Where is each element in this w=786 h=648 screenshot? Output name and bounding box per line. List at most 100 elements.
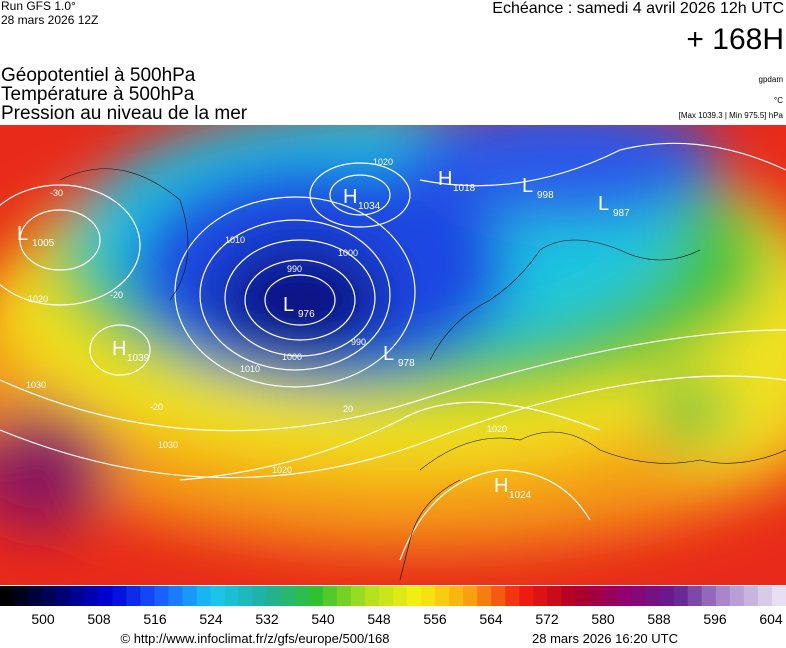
colorbar-swatch bbox=[140, 586, 155, 606]
center-value: 1024 bbox=[509, 490, 532, 501]
contour-label: 1020 bbox=[28, 294, 48, 304]
center-letter: L bbox=[598, 193, 609, 215]
run-date: 28 mars 2026 12Z bbox=[1, 13, 98, 27]
colorbar-swatch bbox=[589, 586, 605, 606]
colorbar-swatch bbox=[449, 586, 464, 606]
colorbar-swatch bbox=[519, 586, 534, 606]
colorbar-label: 572 bbox=[535, 611, 559, 627]
footer-date: 28 mars 2026 16:20 UTC bbox=[532, 631, 678, 646]
colorbar-swatch bbox=[533, 586, 548, 606]
center-value: 1039 bbox=[127, 353, 150, 364]
colorbar-swatch bbox=[350, 586, 366, 606]
colorbar-swatch bbox=[743, 586, 759, 606]
contour-label: 1000 bbox=[282, 352, 302, 362]
colorbar-swatch bbox=[631, 586, 647, 606]
colorbar-swatch bbox=[645, 586, 661, 606]
run-label: Run GFS 1.0° bbox=[1, 0, 76, 13]
map-field bbox=[0, 125, 786, 585]
colorbar-label: 524 bbox=[199, 611, 223, 627]
contour-label: 1030 bbox=[158, 440, 178, 450]
center-letter: H bbox=[343, 186, 357, 208]
colorbar-swatch bbox=[224, 586, 240, 606]
colorbar-swatch bbox=[308, 586, 324, 606]
isobars bbox=[0, 142, 786, 561]
contour-label: 1010 bbox=[240, 364, 260, 374]
colorbar-swatch bbox=[294, 586, 310, 606]
colorbar-swatch bbox=[393, 586, 408, 606]
colorbar-swatch bbox=[463, 586, 478, 606]
unit-temp: °C bbox=[774, 96, 783, 105]
colorbar-swatch bbox=[477, 586, 492, 606]
colorbar-label: 508 bbox=[87, 611, 111, 627]
colorbar-label: 500 bbox=[31, 611, 55, 627]
colorbar-label: 540 bbox=[311, 611, 335, 627]
contour-label: -20 bbox=[150, 402, 163, 412]
colorbar-swatch bbox=[729, 586, 745, 606]
colorbar-swatch bbox=[575, 586, 590, 606]
extremes: [Max 1039.3 | Min 975.5] hPa bbox=[679, 111, 784, 120]
legend-line: Pression au niveau de la mer bbox=[1, 103, 248, 124]
colorbar-swatch bbox=[84, 586, 99, 606]
colorbar-swatch bbox=[322, 586, 338, 606]
colorbar-swatch bbox=[252, 586, 268, 606]
center-letter: L bbox=[522, 175, 533, 197]
center-value: 987 bbox=[613, 208, 630, 219]
colorbar-label: 532 bbox=[255, 611, 279, 627]
contour-label: 20 bbox=[343, 404, 353, 414]
lead-time: + 168H bbox=[686, 23, 784, 56]
contour-label: 1030 bbox=[26, 380, 46, 390]
legend-line: Température à 500hPa bbox=[1, 84, 195, 105]
colorbar-swatch bbox=[505, 586, 520, 606]
contour-label: -30 bbox=[50, 188, 63, 198]
footer-url: © http://www.infoclimat.fr/z/gfs/europe/… bbox=[121, 631, 390, 646]
colorbar-swatch bbox=[182, 586, 197, 606]
colorbar-label: 564 bbox=[479, 611, 503, 627]
colorbar-swatch bbox=[14, 586, 29, 606]
colorbar-swatch bbox=[168, 586, 183, 606]
colorbar-swatch bbox=[701, 586, 717, 606]
contour-label: 1020 bbox=[487, 424, 507, 434]
colorbar-swatch bbox=[42, 586, 57, 606]
contour-label: 1020 bbox=[373, 157, 393, 167]
colorbar-swatch bbox=[196, 586, 212, 606]
colorbar-swatch bbox=[56, 586, 71, 606]
colorbar-label: 588 bbox=[647, 611, 671, 627]
center-letter: L bbox=[283, 294, 294, 316]
colorbar-swatch bbox=[421, 586, 436, 606]
colorbar-label: 604 bbox=[759, 611, 783, 627]
colorbar-swatch bbox=[280, 586, 296, 606]
colorbar-swatch bbox=[210, 586, 226, 606]
colorbar-swatch bbox=[435, 586, 450, 606]
center-letter: H bbox=[438, 168, 452, 190]
colorbar-swatch bbox=[547, 586, 562, 606]
contour-label: 990 bbox=[351, 337, 366, 347]
colorbar-swatch bbox=[617, 586, 633, 606]
center-value: 1034 bbox=[358, 201, 381, 212]
colorbar-label: 548 bbox=[367, 611, 391, 627]
contour-label: 1000 bbox=[338, 248, 358, 258]
colorbar-swatch bbox=[757, 586, 773, 606]
contour-label: 1010 bbox=[225, 235, 245, 245]
center-letter: H bbox=[494, 475, 508, 497]
contour-label: 1020 bbox=[272, 465, 292, 475]
center-value: 998 bbox=[537, 190, 554, 201]
colorbar-swatch bbox=[561, 586, 576, 606]
colorbar-swatch bbox=[407, 586, 422, 606]
center-value: 978 bbox=[398, 358, 415, 369]
center-letter: L bbox=[17, 223, 28, 245]
colorbar-swatch bbox=[687, 586, 703, 606]
colorbar-swatch bbox=[364, 586, 380, 606]
colorbar-swatch bbox=[491, 586, 506, 606]
unit-geo: gpdam bbox=[759, 75, 784, 84]
coastlines bbox=[59, 168, 786, 581]
colorbar-swatch bbox=[673, 586, 689, 606]
colorbar-swatch bbox=[98, 586, 113, 606]
colorbar-swatch bbox=[28, 586, 43, 606]
colorbar-swatch bbox=[771, 586, 786, 606]
colorbar-swatch bbox=[603, 586, 619, 606]
colorbar-label: 556 bbox=[423, 611, 447, 627]
legend-line: Géopotentiel à 500hPa bbox=[1, 65, 196, 86]
colorbar-swatch bbox=[112, 586, 127, 606]
colorbar-swatch bbox=[336, 586, 352, 606]
